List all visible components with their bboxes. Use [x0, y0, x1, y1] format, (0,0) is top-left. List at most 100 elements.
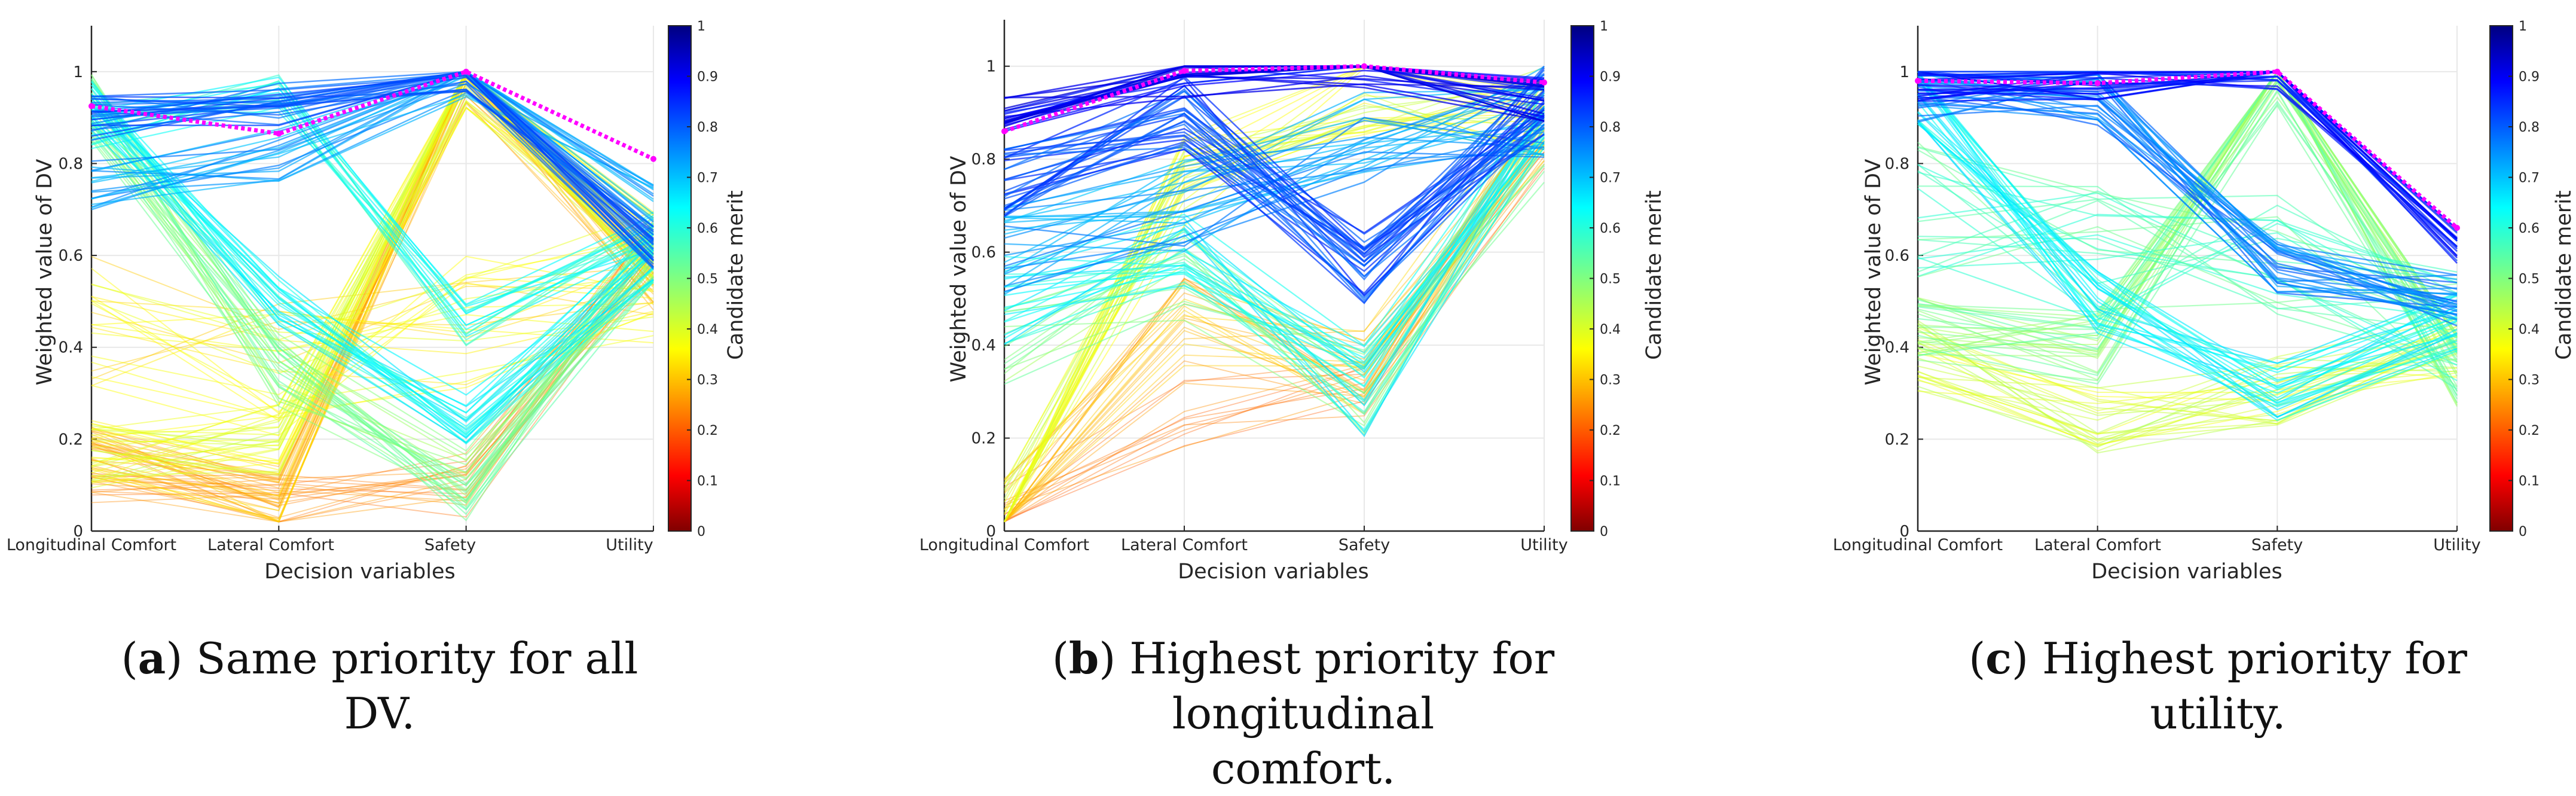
panel-b-category-label: Utility — [1520, 536, 1567, 554]
panel-a-colorbar-tick-label: 0.8 — [697, 120, 718, 135]
panel-c-series-line — [1917, 216, 2458, 388]
panel-c-colorbar-tick-label: 0.3 — [2519, 373, 2540, 388]
panel-a-series-line — [91, 239, 654, 395]
panel-b-series-line — [1004, 141, 1545, 413]
panel-a-series-line — [91, 119, 654, 445]
panel-a-ytick-label: 0.8 — [59, 155, 83, 173]
panel-a-lines — [91, 70, 654, 523]
panel-c-ytick-label: 0.4 — [1885, 339, 1909, 357]
panel-a-category-label: Utility — [606, 536, 653, 554]
panel-c-series-line — [1917, 328, 2458, 401]
panel-a-series-line — [91, 71, 654, 236]
panel-a-series-line — [91, 81, 654, 414]
panel-c-series-line — [1917, 96, 2458, 346]
panel-b-series-line — [1004, 167, 1545, 521]
panel-a-series-line — [91, 314, 654, 352]
panel-c-series-line — [1917, 102, 2458, 385]
panel-b-series-line — [1004, 118, 1545, 266]
panel-c-series-line — [1917, 239, 2458, 390]
panel-b-series-line — [1004, 87, 1545, 224]
panel-a-caption-letter: a — [137, 633, 166, 684]
panel-a-series-line — [91, 100, 654, 482]
panel-b-series-line — [1004, 93, 1545, 347]
panel-c-series-line — [1917, 353, 2458, 435]
panel-b-series-line — [1004, 133, 1545, 359]
panel-c-series-line — [1917, 335, 2458, 442]
panel-b-chart: 0 0.2 0.4 0.6 0.8 1 Weighted value of DV Deci… — [919, 19, 1666, 584]
panel-b-ytick-label: 0 — [986, 523, 996, 541]
panel-b-series-line — [1004, 120, 1545, 239]
panel-a-series-line — [91, 71, 654, 466]
panel-a-series-line — [91, 71, 654, 202]
panel-b-series-line — [1004, 107, 1545, 255]
panel-b-series-line — [1004, 163, 1545, 502]
panel-a-series-line — [91, 101, 654, 449]
panel-a-colorbar-tick-label: 0.4 — [697, 322, 718, 337]
panel-b-series-line — [1004, 85, 1545, 258]
panel-c-colorbar-label: Candidate merit — [2552, 190, 2576, 360]
panel-a-series-line — [91, 72, 654, 269]
panel-c-series-line — [1917, 322, 2458, 454]
panel-b-colorbar-tick-label: 0.1 — [1600, 474, 1621, 489]
panel-a-series-line — [91, 106, 654, 447]
panel-a-series-line — [91, 78, 654, 485]
panel-a-series-line — [91, 75, 654, 499]
panel-b-series-line — [1004, 117, 1545, 274]
panel-b-series-line — [1004, 146, 1545, 292]
panel-c-series-line — [1917, 104, 2458, 294]
panel-b-colorbar-tick-label: 0.8 — [1600, 120, 1621, 135]
panel-c-series-line — [1917, 328, 2458, 440]
panel-c-best-candidate-point — [2274, 68, 2281, 75]
panel-a-colorbar-tick-label: 0.9 — [697, 70, 718, 85]
panel-a-series-line — [91, 234, 654, 496]
panel-a-series-line — [91, 107, 654, 465]
panel-b-xlabel: Decision variables — [1178, 560, 1369, 584]
panel-c-series-line — [1917, 199, 2458, 362]
panel-b-series-line — [1004, 106, 1545, 403]
panel-b-ytick-label: 0.6 — [971, 244, 996, 262]
panel-c-colorbar-tick-label: 0.2 — [2519, 423, 2540, 438]
panel-b-series-line — [1004, 99, 1545, 514]
panel-a-best-candidate-point — [463, 68, 469, 75]
panel-b-series-line — [1004, 147, 1545, 416]
panel-a-series-line — [91, 71, 654, 483]
panel-c-colorbar-tick-label: 0 — [2519, 524, 2527, 539]
panel-c-caption: (c) Highest priority for utility. — [1969, 633, 2467, 739]
panel-b-colorbar-tick-label: 0.3 — [1600, 373, 1621, 388]
panel-b-series-line — [1004, 102, 1545, 522]
panel-b-series-line — [1004, 74, 1545, 122]
panel-a-series-line — [91, 82, 654, 489]
panel-b-series-line — [1004, 79, 1545, 387]
panel-b-series-line — [1004, 117, 1545, 492]
panel-a-series-line — [91, 99, 654, 337]
panel-c-series-line — [1917, 353, 2458, 394]
panel-a-series-line — [91, 81, 654, 512]
panel-b-best-candidate-point — [1361, 63, 1367, 69]
panel-b-series-line — [1004, 141, 1545, 487]
panel-c-series-line — [1917, 317, 2458, 435]
panel-a-best-candidate — [91, 69, 655, 161]
panel-c-series-line — [1917, 121, 2458, 391]
panel-b-category-label: Lateral Comfort — [1121, 536, 1248, 554]
panel-b-lines — [1004, 65, 1545, 523]
panel-c-colorbar-tick-label: 0.9 — [2519, 70, 2540, 85]
panel-a-colorbar-tick-label: 1 — [697, 19, 705, 34]
panel-a-colorbar-label: Candidate merit — [724, 190, 748, 360]
panel-a-series-line — [91, 263, 654, 507]
panel-c-series-line — [1917, 72, 2458, 239]
panel-a-ytick-label: 0 — [73, 523, 83, 541]
panel-b-series-line — [1004, 136, 1545, 210]
panel-c-series-line — [1918, 71, 2458, 242]
panel-a-ytick-label: 0.4 — [59, 339, 83, 357]
panel-a-series-line — [91, 233, 654, 413]
panel-a-series-line — [91, 83, 654, 211]
panel-b-series-line — [1004, 86, 1545, 522]
panel-a-series-line — [91, 71, 654, 186]
panel-a-series-line — [91, 70, 654, 521]
panel-c-series-line — [1917, 170, 2458, 285]
panel-a-best-candidate-point — [276, 130, 282, 137]
panel-b-series-line — [1004, 130, 1545, 523]
panel-c-ylabel: Weighted value of DV — [1862, 159, 1886, 386]
panel-a-series-line — [91, 70, 654, 522]
panel-b-series-line — [1004, 111, 1545, 523]
